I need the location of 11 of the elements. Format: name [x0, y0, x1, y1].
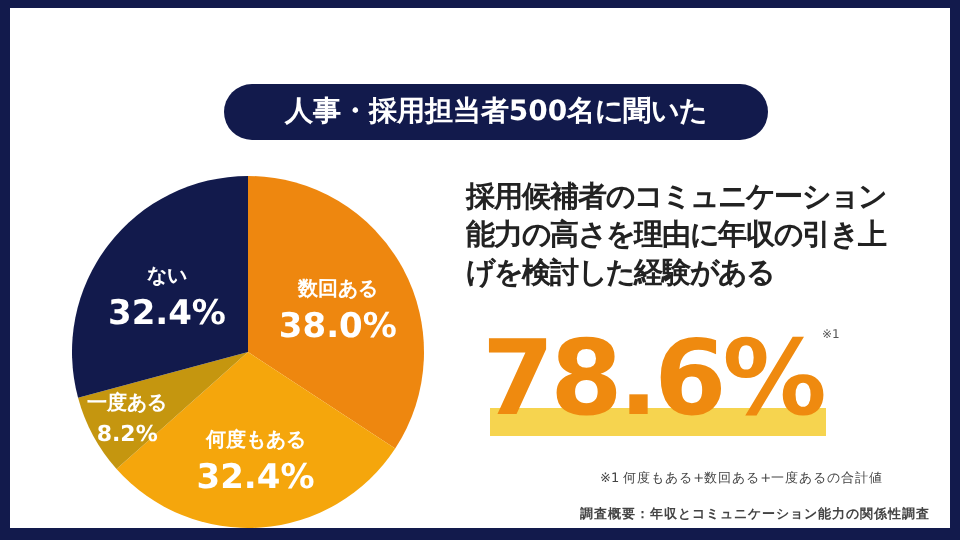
- data-label: 32.4%: [107, 293, 226, 334]
- text: 採用候補者のコミュニケーション能力の高さを理由に年収の引き上げを検討した経験がある: [466, 180, 889, 294]
- data-label: 38.0%: [278, 307, 397, 348]
- slice-label: 数回ある: [295, 277, 378, 302]
- slice-label: ない: [146, 265, 187, 288]
- data-label: 32.4%: [196, 457, 315, 498]
- slice-label: 一度ある: [87, 391, 168, 416]
- text: 人事・採用担当者500名に聞いた: [224, 84, 768, 140]
- slice-label: 何度もある: [203, 427, 306, 452]
- data-label: 8.2%: [96, 421, 158, 448]
- pie-slice: [248, 176, 424, 449]
